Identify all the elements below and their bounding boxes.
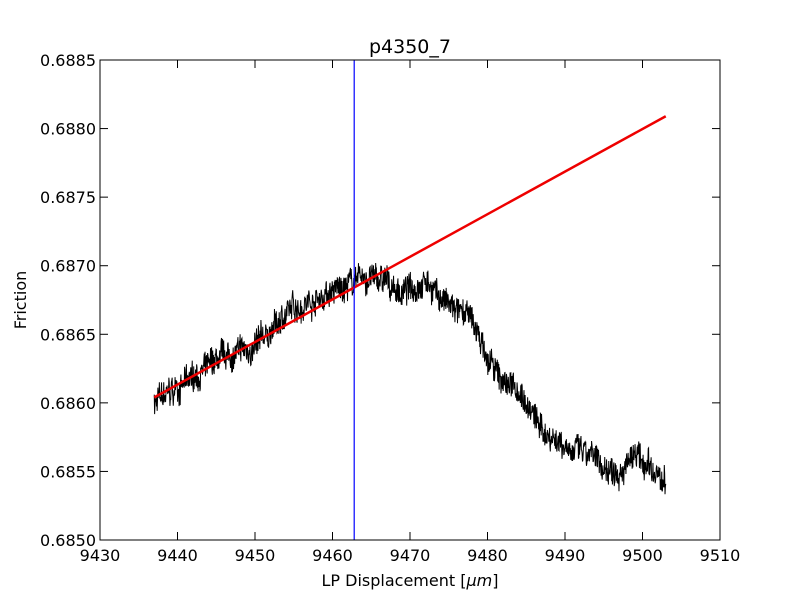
series-line-1 xyxy=(153,115,667,399)
x-tick-label: 9510 xyxy=(700,546,741,565)
x-tick-label: 9430 xyxy=(80,546,121,565)
x-tick-label: 9460 xyxy=(312,546,353,565)
x-tick-label: 9470 xyxy=(390,546,431,565)
y-tick-label: 0.6885 xyxy=(40,51,96,70)
x-tick-label: 9440 xyxy=(157,546,198,565)
x-tick-label: 9500 xyxy=(622,546,663,565)
x-tick-label: 9480 xyxy=(467,546,508,565)
x-axis: 9430 9440 9450 9460 9470 9480 9490 9500 9510 xyxy=(80,60,741,565)
y-axis-label: Friction xyxy=(11,271,30,330)
x-axis-label-unit: μm xyxy=(465,571,492,590)
x-tick-label: 9450 xyxy=(235,546,276,565)
y-axis: 0.6850 0.6855 0.6860 0.6865 0.6870 0.6875 0.68… xyxy=(40,51,720,550)
y-tick-label: 0.6855 xyxy=(40,462,96,481)
y-tick-label: 0.6860 xyxy=(40,394,96,413)
x-axis-label-text: LP Displacement [ xyxy=(322,571,467,590)
y-tick-label: 0.6850 xyxy=(40,531,96,550)
y-tick-label: 0.6870 xyxy=(40,257,96,276)
chart-title: p4350_7 xyxy=(369,36,451,58)
x-axis-label-suffix: ] xyxy=(492,571,498,590)
plot-frame xyxy=(99,59,721,541)
y-tick-label: 0.6880 xyxy=(40,120,96,139)
x-tick-label: 9490 xyxy=(545,546,586,565)
x-axis-label: LP Displacement [μm] xyxy=(322,571,499,590)
series-line-0 xyxy=(153,263,667,495)
y-tick-label: 0.6875 xyxy=(40,188,96,207)
plot-area xyxy=(153,60,667,540)
y-tick-label: 0.6865 xyxy=(40,325,96,344)
